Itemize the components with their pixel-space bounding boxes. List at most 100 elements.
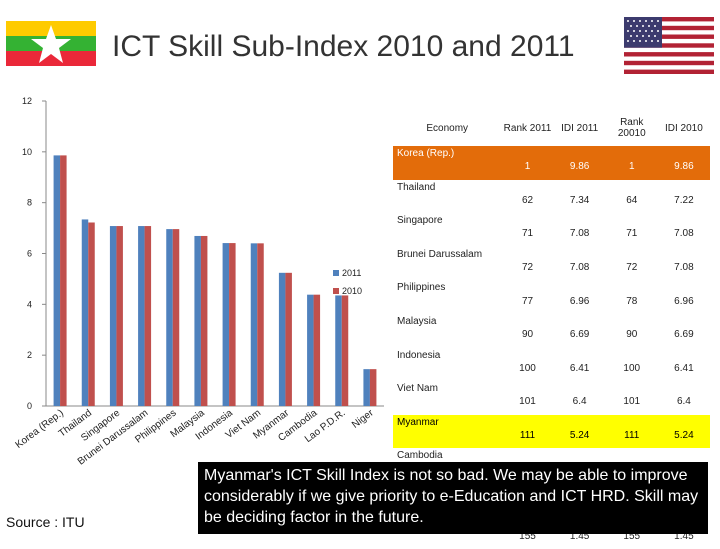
x-tick-label: Niger: [350, 407, 376, 431]
header-rank-2011: Rank 2011: [503, 122, 552, 134]
cell-idi2011: 6.4: [572, 396, 587, 408]
table-row: Philippines 77 6.96 78 6.96: [393, 280, 710, 314]
bar-2011: [138, 226, 145, 406]
cell-idi2010: 1.45: [674, 530, 694, 542]
header-idi-2010: IDI 2010: [665, 122, 703, 134]
cell-rank2011: 155: [519, 530, 536, 542]
cell-idi2010: 6.96: [674, 295, 694, 307]
cell-economy: Viet Nam: [397, 383, 438, 395]
legend-label: 2010: [342, 286, 362, 296]
cell-idi2011: 5.24: [553, 414, 606, 449]
cell-rank2011: 90: [521, 329, 534, 341]
slide-title: ICT Skill Sub-Index 2010 and 2011: [112, 30, 575, 63]
cell-rank2011: 1: [501, 146, 554, 180]
bar-2011: [307, 294, 314, 406]
cell-economy: Cambodia: [397, 450, 443, 462]
cell-idi2011: 6.41: [569, 362, 590, 374]
bar-2010: [60, 155, 67, 406]
myanmar-flag: [6, 21, 96, 66]
source-note: Source : ITU: [6, 514, 85, 530]
bar-2011: [194, 235, 201, 406]
cell-economy: Korea (Rep.): [393, 146, 502, 180]
cell-idi2010: 7.08: [674, 262, 694, 274]
table-row: Viet Nam 101 6.4 101 6.4: [393, 381, 710, 415]
cell-rank2011: 62: [521, 194, 534, 206]
table-header-row: Economy Rank 2011 IDI 2011 Rank 20010 ID…: [393, 110, 710, 146]
bar-2011: [81, 219, 89, 406]
cell-idi2010: 7.22: [674, 194, 694, 206]
cell-rank2010: 101: [623, 396, 641, 408]
cell-rank2010: 64: [626, 194, 638, 206]
cell-idi2011: 6.69: [569, 329, 590, 341]
header-economy: Economy: [426, 122, 469, 134]
y-tick-label: 2: [27, 350, 32, 360]
cell-idi2010: 7.08: [674, 228, 694, 240]
cell-rank2010: 1: [605, 146, 658, 180]
cell-rank2011: 77: [521, 295, 534, 307]
y-tick-label: 12: [22, 96, 32, 106]
message-box: Myanmar's ICT Skill Index is not so bad.…: [198, 462, 708, 534]
cell-idi2010: 9.86: [657, 146, 710, 180]
table-row: Indonesia 100 6.41 100 6.41: [393, 348, 710, 382]
cell-idi2011: 6.96: [569, 295, 590, 307]
bar-2010: [88, 222, 95, 406]
cell-idi2011: 7.08: [569, 228, 590, 240]
star-icon: [31, 25, 71, 63]
y-tick-label: 4: [27, 299, 32, 309]
table-row: Korea (Rep.) 1 9.86 1 9.86: [393, 146, 710, 180]
cell-rank2011: 111: [501, 414, 554, 449]
cell-idi2011: 1.45: [569, 530, 590, 542]
bar-2011: [278, 272, 286, 406]
bar-2010: [341, 295, 349, 406]
header-idi-2011: IDI 2011: [561, 122, 599, 134]
cell-rank2010: 78: [626, 295, 638, 307]
cell-idi2010: 6.4: [676, 396, 691, 408]
bar-2011: [109, 226, 117, 406]
cell-rank2010: 72: [626, 262, 638, 274]
y-tick-label: 10: [22, 147, 32, 157]
cell-economy: Brunei Darussalam: [397, 248, 483, 260]
cell-economy: Philippines: [397, 282, 446, 294]
cell-idi2010: 5.24: [657, 414, 710, 449]
bar-2010: [144, 226, 152, 406]
bar-2011: [222, 243, 230, 406]
cell-rank2010: 90: [626, 329, 638, 341]
bar-2010: [369, 369, 377, 406]
table-row: Malaysia 90 6.69 90 6.69: [393, 314, 710, 348]
table-row: Myanmar 111 5.24 111 5.24: [393, 414, 710, 449]
cell-idi2011: 9.86: [553, 146, 606, 180]
bar-2011: [250, 243, 258, 406]
cell-economy: Thailand: [397, 181, 436, 193]
cell-rank2011: 100: [519, 362, 536, 374]
cell-rank2010: 111: [605, 414, 658, 449]
header-rank-2010: Rank 20010: [617, 117, 646, 139]
cell-idi2010: 6.41: [674, 362, 694, 374]
bar-2010: [116, 226, 123, 406]
bar-2011: [166, 229, 173, 406]
bar-2010: [285, 272, 292, 406]
bar-2011: [363, 369, 370, 406]
cell-rank2011: 72: [521, 262, 534, 274]
bar-2010: [229, 243, 236, 406]
bar-2010: [172, 229, 180, 406]
y-tick-label: 8: [27, 198, 32, 208]
bar-2011: [53, 155, 61, 406]
cell-economy: Indonesia: [397, 349, 441, 361]
bar-2010: [313, 294, 321, 406]
table-row: Brunei Darussalam 72 7.08 72 7.08: [393, 247, 710, 281]
bar-2011: [335, 295, 342, 406]
cell-rank2010: 155: [623, 530, 641, 542]
cell-rank2011: 101: [519, 396, 536, 408]
legend-swatch: [333, 288, 339, 294]
cell-economy: Singapore: [397, 215, 443, 227]
cell-rank2010: 71: [626, 228, 638, 240]
bar-2010: [257, 243, 264, 406]
legend-swatch: [333, 270, 339, 276]
table-row: Singapore 71 7.08 71 7.08: [393, 213, 710, 247]
y-tick-label: 0: [27, 401, 32, 411]
legend-label: 2011: [342, 268, 361, 278]
y-tick-label: 6: [27, 249, 32, 259]
cell-idi2011: 7.08: [569, 262, 590, 274]
usa-flag: [624, 17, 714, 74]
